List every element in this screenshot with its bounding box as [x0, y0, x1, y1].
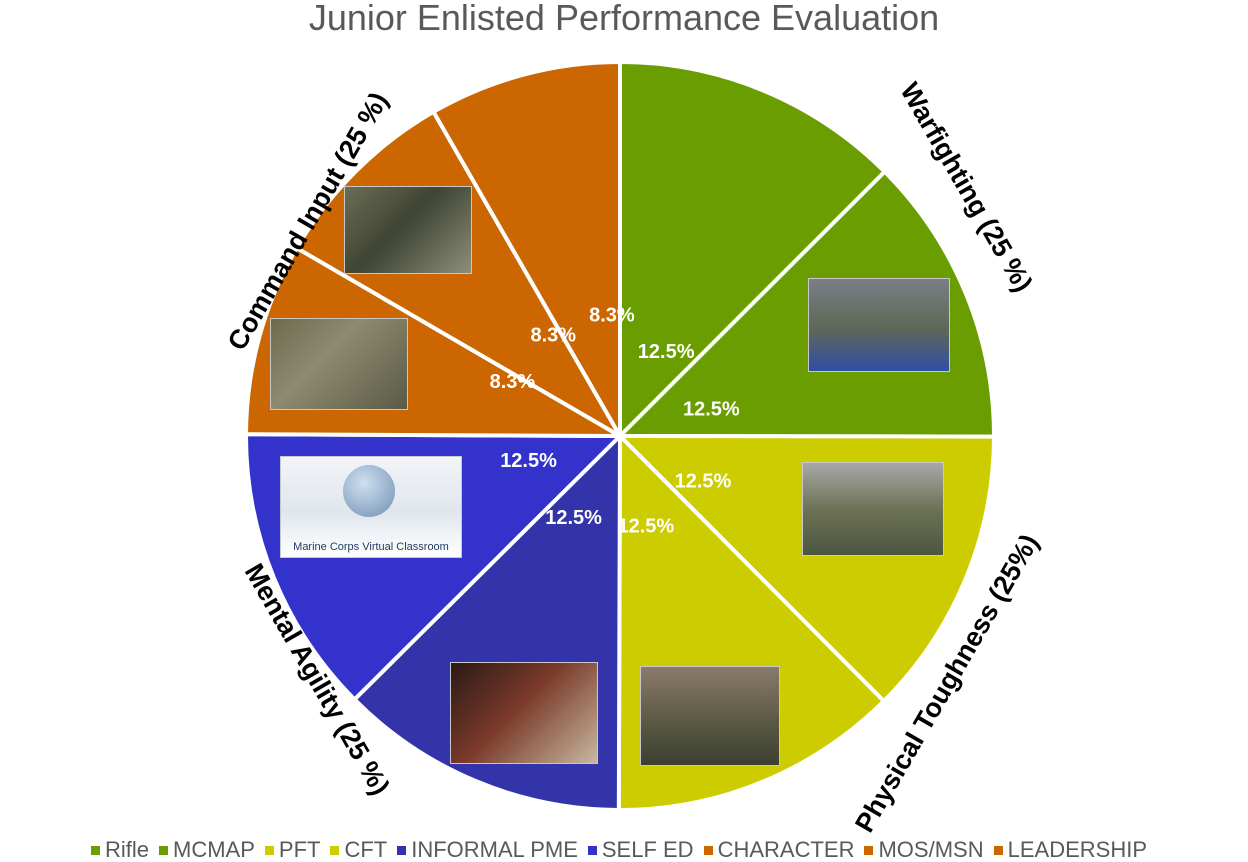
data-label: 8.3%: [490, 371, 536, 393]
photo-caption: Marine Corps Virtual Classroom: [293, 541, 449, 553]
data-label: 8.3%: [589, 305, 635, 327]
photo-virtual-classroom: Marine Corps Virtual Classroom: [280, 456, 462, 558]
pie-slice-rifle: [618, 59, 888, 441]
legend-swatch: [587, 845, 597, 855]
data-label: 12.5%: [545, 507, 602, 529]
legend-item-pft: PFT: [264, 837, 321, 862]
legend-item-mos-msn: MOS/MSN: [864, 837, 984, 862]
data-label: 12.5%: [618, 516, 675, 538]
legend-label: INFORMAL PME: [411, 837, 578, 862]
photo-pull-ups: [802, 462, 944, 556]
legend-item-informal-pme: INFORMAL PME: [397, 838, 578, 862]
legend-label: PFT: [278, 837, 321, 862]
legend-swatch: [90, 845, 100, 855]
legend-swatch: [864, 845, 874, 855]
legend-label: LEADERSHIP: [1007, 837, 1147, 862]
legend-item-rifle: Rifle: [90, 837, 149, 862]
data-label: 12.5%: [683, 398, 740, 420]
legend-item-self-ed: SELF ED: [587, 837, 694, 862]
photo-hand-holding-object: [270, 318, 408, 410]
pie-slice-leadership: [430, 59, 622, 444]
legend-item-character: CHARACTER: [703, 837, 855, 862]
legend-swatch: [993, 845, 1003, 855]
legend-label: CFT: [344, 837, 388, 862]
legend-swatch: [703, 845, 713, 855]
legend-label: CHARACTER: [717, 837, 855, 862]
data-label: 12.5%: [638, 341, 695, 363]
photo-mcmap-training: [808, 278, 950, 372]
legend-swatch: [159, 845, 168, 855]
legend-label: SELF ED: [601, 837, 694, 862]
legend-label: MOS/MSN: [878, 837, 984, 862]
photo-mechanics: [344, 186, 472, 274]
photo-cft: [640, 666, 780, 766]
legend-swatch: [397, 845, 407, 855]
photo-books: [450, 662, 598, 764]
legend-label: Rifle: [104, 837, 149, 862]
chart-title: Junior Enlisted Performance Evaluation: [308, 0, 940, 38]
legend-label: MCMAP: [173, 837, 255, 862]
data-label: 12.5%: [675, 471, 732, 493]
globe-icon: [343, 465, 395, 517]
data-label: 8.3%: [530, 325, 576, 347]
legend: Rifle MCMAP PFT CFT INFORMAL PME SELF ED…: [0, 838, 1248, 862]
legend-item-leadership: LEADERSHIP: [993, 837, 1147, 862]
legend-item-mcmap: MCMAP: [159, 838, 255, 862]
legend-swatch: [264, 845, 274, 855]
legend-item-cft: CFT: [330, 838, 387, 862]
data-label: 12.5%: [500, 450, 557, 472]
legend-swatch: [330, 845, 340, 855]
